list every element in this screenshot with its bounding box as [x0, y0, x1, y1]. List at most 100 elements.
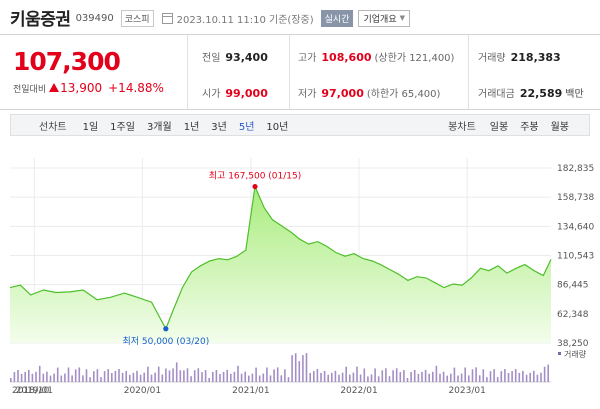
- volume-bar: [424, 369, 427, 382]
- volume-bar: [345, 366, 347, 382]
- volume-bar: [143, 372, 145, 382]
- volume-bar: [540, 372, 542, 382]
- realtime-button[interactable]: 실시간: [320, 9, 354, 27]
- low-marker: [163, 326, 169, 332]
- volume-bar: [478, 375, 481, 382]
- candle-daily[interactable]: 일봉: [489, 121, 509, 133]
- volume-bar: [395, 368, 398, 382]
- period-1y[interactable]: 1년: [183, 121, 200, 133]
- y-tick-label: 38,250: [557, 339, 589, 349]
- candle-weekly[interactable]: 주봉: [520, 121, 539, 133]
- volume-bar: [201, 372, 203, 382]
- chevron-down-icon: ▼: [399, 14, 405, 22]
- volume-bar: [533, 370, 535, 382]
- volume-bar: [359, 374, 362, 382]
- high-marker: [252, 183, 258, 190]
- amount-cell: 거래대금 22,589 백만: [478, 85, 584, 100]
- volume-bar: [197, 368, 200, 382]
- change-value: 13,900: [60, 81, 103, 95]
- period-1d[interactable]: 1일: [82, 121, 99, 133]
- volume-value: 218,383: [510, 51, 561, 64]
- volume-bar: [273, 369, 275, 382]
- period-selector: 선차트 1일 1주일 3개월 1년 3년 5년 10년 봉차트 일봉 주봉 월봉: [10, 114, 590, 136]
- volume-bar: [442, 371, 445, 382]
- volume-bar: [403, 370, 405, 382]
- volume-bar: [60, 375, 63, 382]
- volume-bar: [103, 371, 106, 382]
- volume-bar: [46, 371, 48, 382]
- volume-bar: [349, 374, 351, 382]
- change-percent: +14.88%: [108, 81, 164, 95]
- volume-bar: [248, 375, 250, 382]
- amount-value: 22,589: [519, 87, 563, 100]
- volume-bar: [338, 374, 340, 382]
- volume-bar: [56, 367, 59, 382]
- change-label: 전일대비: [13, 85, 47, 95]
- open-cell: 시가 99,000: [202, 85, 268, 100]
- candle-monthly[interactable]: 월봉: [550, 121, 569, 133]
- period-3y[interactable]: 3년: [211, 121, 227, 133]
- volume-bar: [486, 377, 488, 382]
- price-area: [10, 186, 551, 343]
- volume-bar: [450, 373, 452, 382]
- high-label: 고가: [298, 53, 317, 64]
- company-info-dropdown[interactable]: 기업개요 ▼: [358, 9, 410, 27]
- price-chart: 38,250 62,348 86,445 110,543 134,640 158,738 1…: [0, 140, 600, 409]
- volume-bar: [168, 370, 171, 382]
- volume-bar: [121, 372, 124, 382]
- prev-close-cell: 전일 93,400: [202, 49, 268, 64]
- volume-bar: [547, 364, 549, 382]
- volume-bar: [183, 370, 185, 382]
- current-price-panel: 107,300 전일대비 13,900 +14.88%: [0, 35, 188, 109]
- stock-name: 키움증권: [10, 9, 71, 30]
- volume-bar: [439, 373, 441, 382]
- change-row: 전일대비 13,900 +14.88%: [13, 81, 164, 95]
- amount-label: 거래대금: [478, 89, 515, 100]
- y-tick-label: 110,543: [557, 251, 594, 261]
- volume-bar: [154, 372, 156, 382]
- volume-label: 거래량: [564, 349, 587, 359]
- volume-bar: [374, 368, 376, 382]
- volume-bar: [161, 374, 164, 382]
- volume-bar: [413, 370, 416, 382]
- volume-bar: [507, 373, 510, 382]
- volume-bar: [421, 371, 423, 382]
- volume-bar: [518, 372, 521, 382]
- volume-bar: [313, 371, 315, 382]
- high-value: 108,600: [321, 51, 372, 64]
- volume-bar: [38, 365, 41, 382]
- period-1w[interactable]: 1주일: [110, 121, 135, 133]
- volume-bar: [280, 375, 283, 382]
- high-cell: 고가 108,600 (상한가 121,400): [298, 49, 454, 64]
- volume-bar: [215, 370, 218, 382]
- volume-bar: [302, 355, 304, 382]
- volume-bar: [370, 374, 373, 382]
- volume-bar: [529, 372, 531, 382]
- volume-bar: [367, 376, 369, 382]
- volume-bar: [172, 368, 174, 382]
- volume-bar: [388, 376, 391, 382]
- volume-bar: [13, 372, 16, 382]
- candle-chart-label: 봉차트: [448, 121, 476, 133]
- stock-header: 키움증권 039490 코스피 2023.10.11 11:10 기준(장중) …: [0, 0, 600, 34]
- volume-bar: [136, 370, 138, 382]
- volume-bar: [504, 369, 506, 382]
- volume-bar: [320, 372, 322, 382]
- volume-bar: [24, 371, 26, 382]
- volume-bar: [482, 369, 485, 382]
- volume-cell: 거래량 218,383: [478, 49, 561, 64]
- period-5y[interactable]: 5년: [238, 121, 255, 133]
- volume-bar: [385, 368, 387, 382]
- volume-bar: [175, 362, 178, 382]
- period-10y[interactable]: 10년: [266, 121, 289, 133]
- y-tick-label: 158,738: [557, 193, 594, 203]
- volume-bar: [240, 373, 243, 382]
- volume-bar: [71, 375, 73, 382]
- volume-bar: [468, 375, 470, 382]
- volume-bar: [150, 374, 153, 382]
- volume-bar: [49, 375, 52, 382]
- volume-bar: [511, 371, 513, 382]
- period-3m[interactable]: 3개월: [146, 121, 172, 133]
- price-summary: 107,300 전일대비 13,900 +14.88% 전일 93,400 시가…: [0, 34, 600, 110]
- amount-unit: 백만: [565, 89, 584, 100]
